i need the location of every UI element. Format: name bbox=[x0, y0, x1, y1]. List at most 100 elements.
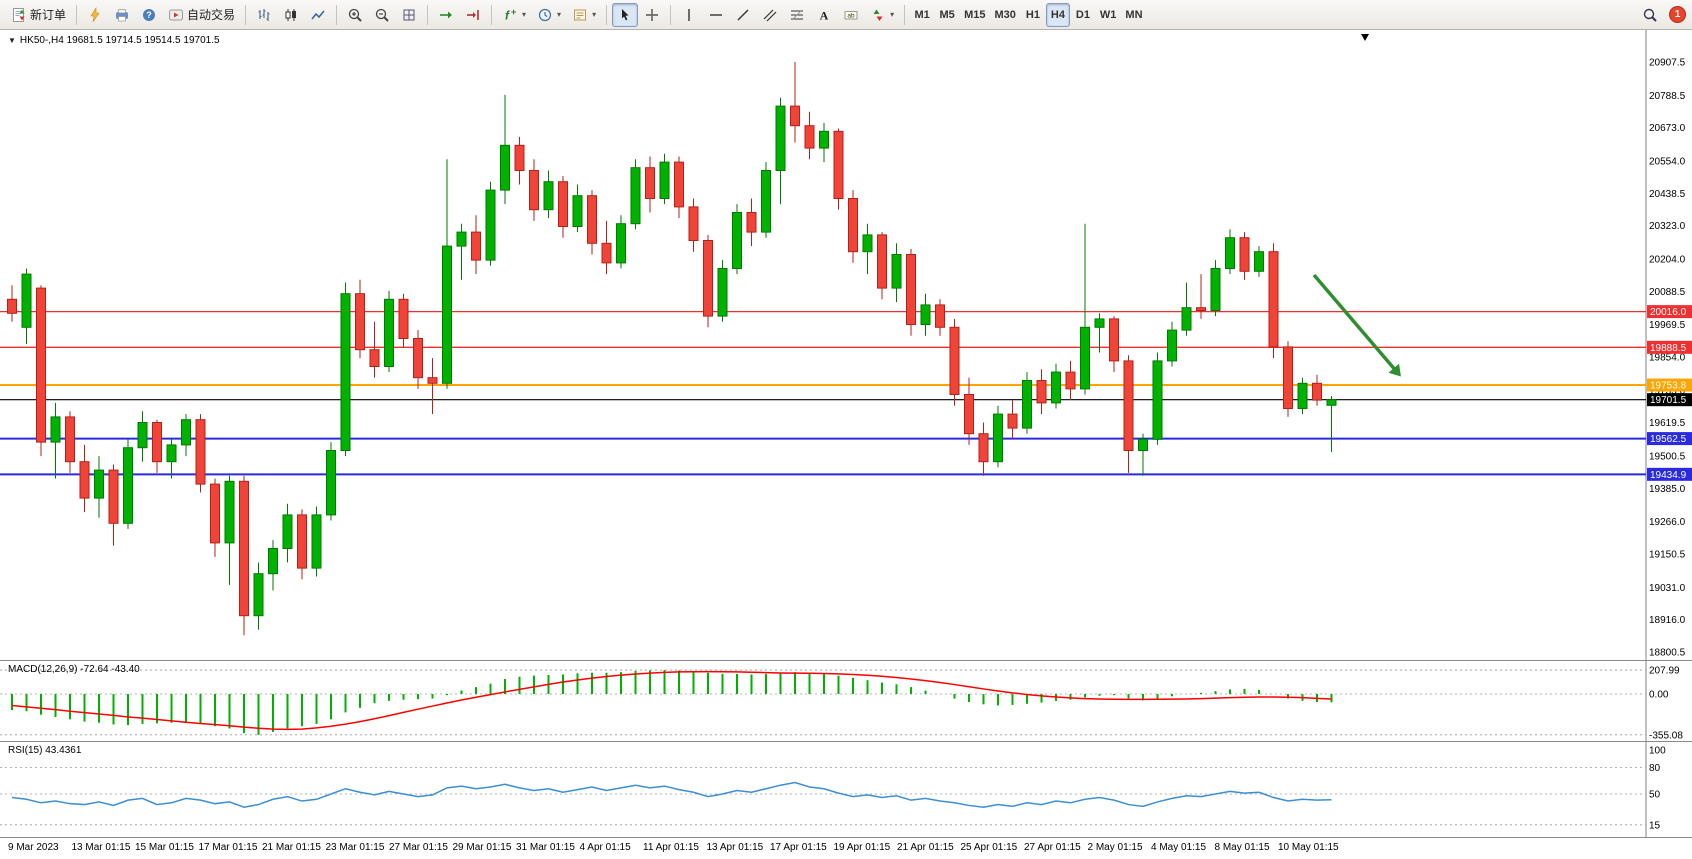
chart-shift-icon bbox=[467, 9, 479, 20]
svg-text:18916.0: 18916.0 bbox=[1649, 615, 1686, 626]
toolbar: 新订单 ? 自动交易 bbox=[0, 0, 1692, 30]
line-chart-button[interactable] bbox=[305, 3, 331, 27]
autotrade-button[interactable]: 自动交易 bbox=[163, 3, 240, 27]
search-icon bbox=[1643, 8, 1657, 22]
time-label: 8 May 01:15 bbox=[1214, 842, 1270, 853]
svg-text:19562.5: 19562.5 bbox=[1650, 434, 1687, 445]
svg-text:100: 100 bbox=[1649, 746, 1666, 757]
horizontal-line-button[interactable] bbox=[703, 3, 729, 27]
crosshair-button[interactable] bbox=[639, 3, 665, 27]
crosshair-icon bbox=[646, 8, 659, 21]
macd-svg[interactable]: 207.99 0.00 -355.08 bbox=[0, 661, 1692, 741]
templates-button[interactable]: ▾ bbox=[567, 3, 601, 27]
collapse-icon[interactable]: ▼ bbox=[8, 36, 16, 45]
channel-button[interactable] bbox=[757, 3, 783, 27]
timeframe-m30[interactable]: M30 bbox=[991, 3, 1020, 27]
svg-text:19701.5: 19701.5 bbox=[1650, 395, 1687, 406]
macd-signal-line bbox=[11, 670, 1332, 731]
grid-button[interactable] bbox=[396, 3, 422, 27]
zoom-in-button[interactable] bbox=[342, 3, 368, 27]
new-order-button[interactable]: 新订单 bbox=[6, 3, 71, 27]
search-button[interactable] bbox=[1637, 3, 1663, 27]
fibonacci-icon bbox=[791, 9, 804, 20]
help-button[interactable]: ? bbox=[136, 3, 162, 27]
main-chart-svg[interactable]: 20907.5 20788.5 20673.0 20554.0 20438.5 20323… bbox=[0, 30, 1692, 660]
timeframe-h4[interactable]: H4 bbox=[1045, 2, 1070, 27]
templates-icon bbox=[574, 9, 587, 20]
symbol-title: HK50-,H4 19681.5 19714.5 19514.5 19701.5 bbox=[19, 35, 220, 46]
editor-button[interactable] bbox=[82, 3, 108, 27]
timeframe-m1[interactable]: M1 bbox=[910, 3, 934, 27]
time-label: 9 Mar 2023 bbox=[8, 842, 59, 853]
separator bbox=[245, 4, 247, 25]
time-label: 4 Apr 01:15 bbox=[579, 842, 631, 853]
cursor-icon bbox=[622, 8, 629, 20]
svg-text:19854.0: 19854.0 bbox=[1649, 352, 1686, 363]
timeframe-m15[interactable]: M15 bbox=[960, 3, 989, 27]
svg-text:20204.0: 20204.0 bbox=[1649, 254, 1686, 265]
timeframe-mn[interactable]: MN bbox=[1121, 3, 1146, 27]
bar-chart-button[interactable] bbox=[251, 3, 277, 27]
print-button[interactable] bbox=[109, 3, 135, 27]
separator bbox=[491, 4, 493, 25]
periods-button[interactable]: ▾ bbox=[532, 3, 566, 27]
zoom-out-button[interactable] bbox=[369, 3, 395, 27]
vertical-line-button[interactable] bbox=[676, 3, 702, 27]
text-button[interactable]: A bbox=[811, 3, 837, 27]
time-label: 27 Mar 01:15 bbox=[389, 842, 448, 853]
svg-text:f: f bbox=[505, 8, 510, 22]
price-level-lines[interactable] bbox=[0, 310, 1646, 476]
periods-icon bbox=[538, 8, 552, 21]
time-label: 13 Apr 01:15 bbox=[706, 842, 764, 853]
time-axis[interactable]: 9 Mar 2023 13 Mar 01:15 15 Mar 01:15 17 Mar… bbox=[0, 837, 1692, 859]
zoom-in-icon bbox=[348, 8, 362, 22]
price-axis-labels[interactable]: 20907.5 20788.5 20673.0 20554.0 20438.5 20323… bbox=[1649, 58, 1686, 659]
fibonacci-button[interactable] bbox=[784, 3, 810, 27]
timeframe-w1[interactable]: W1 bbox=[1096, 3, 1121, 27]
svg-text:20088.5: 20088.5 bbox=[1649, 287, 1686, 298]
indicators-button[interactable]: f + ▾ bbox=[497, 3, 531, 27]
time-label: 27 Apr 01:15 bbox=[1024, 842, 1081, 853]
timeframe-h1[interactable]: H1 bbox=[1021, 3, 1045, 27]
candlestick-chart-button[interactable] bbox=[278, 3, 304, 27]
label-button[interactable]: ab bbox=[838, 3, 864, 27]
macd-histogram bbox=[11, 670, 1333, 735]
cursor-button[interactable] bbox=[612, 2, 639, 27]
autotrade-label: 自动交易 bbox=[187, 8, 236, 22]
time-label: 19 Apr 01:15 bbox=[833, 842, 891, 853]
candlestick-icon bbox=[285, 8, 297, 21]
indicators-icon: f + bbox=[505, 7, 516, 23]
svg-text:19753.8: 19753.8 bbox=[1650, 381, 1687, 392]
trend-arrow[interactable] bbox=[1312, 273, 1401, 377]
svg-text:19888.5: 19888.5 bbox=[1650, 343, 1687, 354]
vertical-line-icon bbox=[688, 8, 690, 21]
svg-text:50: 50 bbox=[1649, 790, 1661, 801]
svg-text:A: A bbox=[820, 8, 829, 22]
chevron-down-icon: ▾ bbox=[592, 10, 597, 19]
channel-icon bbox=[763, 9, 777, 21]
svg-text:80: 80 bbox=[1649, 763, 1661, 774]
chart-shift-button[interactable] bbox=[460, 3, 486, 27]
timeframe-d1[interactable]: D1 bbox=[1071, 3, 1095, 27]
svg-text:+: + bbox=[511, 7, 516, 17]
time-label: 2 May 01:15 bbox=[1087, 842, 1143, 853]
price-level-badges: 20016.0 19888.5 19753.8 19701.5 19562.5 19434… bbox=[1647, 305, 1692, 481]
time-marker-icon[interactable] bbox=[1361, 34, 1369, 41]
auto-scroll-button[interactable] bbox=[433, 3, 459, 27]
rsi-svg[interactable]: 100 80 50 15 bbox=[0, 742, 1692, 837]
notification-badge[interactable]: 1 bbox=[1669, 6, 1686, 23]
separator bbox=[904, 4, 906, 25]
trendline-button[interactable] bbox=[730, 3, 756, 27]
timeframe-m5[interactable]: M5 bbox=[935, 3, 959, 27]
separator bbox=[336, 4, 338, 25]
arrows-button[interactable]: ▾ bbox=[865, 3, 899, 27]
svg-text:19266.0: 19266.0 bbox=[1649, 517, 1686, 528]
svg-text:19385.0: 19385.0 bbox=[1649, 484, 1686, 495]
main-chart-pane: 20907.5 20788.5 20673.0 20554.0 20438.5 20323… bbox=[0, 30, 1692, 660]
svg-text:19500.5: 19500.5 bbox=[1649, 451, 1686, 462]
label-icon: ab bbox=[844, 10, 858, 19]
time-label: 25 Apr 01:15 bbox=[960, 842, 1018, 853]
candles bbox=[7, 62, 1337, 636]
help-icon: ? bbox=[143, 8, 156, 21]
svg-text:20907.5: 20907.5 bbox=[1649, 58, 1686, 69]
